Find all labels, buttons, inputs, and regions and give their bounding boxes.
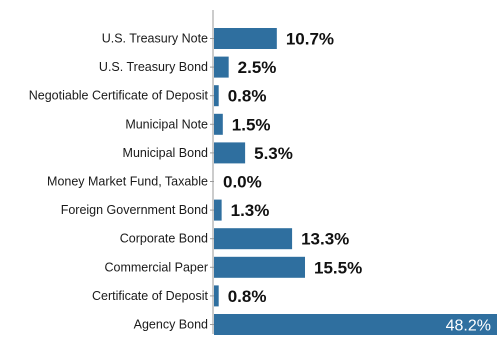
value-labels: 10.7% 2.5% 0.8% 1.5% 5.3% 0.0% 1.3% 13.3% 15.5% 0… — [223, 30, 491, 335]
bar — [214, 56, 229, 78]
bars — [214, 28, 497, 335]
value-label: 0.8% — [228, 87, 267, 106]
value-label: 15.5% — [314, 258, 362, 277]
value-label: 0.8% — [228, 287, 267, 306]
category-label: Negotiable Certificate of Deposit — [29, 89, 209, 103]
bar — [214, 113, 223, 135]
bar — [214, 85, 219, 107]
category-label: Foreign Government Bond — [61, 203, 208, 217]
category-label: U.S. Treasury Note — [102, 32, 208, 46]
category-label: Money Market Fund, Taxable — [47, 175, 208, 189]
value-label: 1.3% — [231, 201, 270, 220]
bar — [214, 199, 222, 221]
value-label: 0.0% — [223, 173, 262, 192]
bar — [214, 314, 497, 335]
bar — [214, 142, 246, 164]
value-label: 5.3% — [254, 144, 293, 163]
category-label: Agency Bond — [134, 318, 208, 332]
bar — [214, 285, 219, 307]
bar — [214, 28, 277, 49]
category-label: Certificate of Deposit — [92, 289, 209, 303]
category-labels: U.S. Treasury Note U.S. Treasury Bond Nego… — [29, 32, 214, 332]
value-label: 10.7% — [286, 30, 334, 49]
category-label: U.S. Treasury Bond — [99, 60, 208, 74]
value-label: 1.5% — [232, 115, 271, 134]
bar — [214, 228, 293, 250]
category-label: Corporate Bond — [120, 232, 208, 246]
category-label: Municipal Bond — [123, 146, 209, 160]
value-label: 2.5% — [238, 58, 277, 77]
category-label: Commercial Paper — [104, 260, 208, 274]
bar — [214, 256, 306, 278]
category-label: Municipal Note — [125, 117, 208, 131]
value-label: 13.3% — [301, 230, 349, 249]
value-label: 48.2% — [446, 318, 491, 335]
